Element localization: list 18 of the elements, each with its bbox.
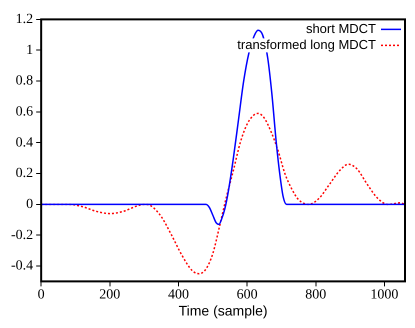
x-tick-label: 400 <box>168 287 189 302</box>
x-tick-label: 800 <box>305 287 326 302</box>
y-tick-label: -0.4 <box>10 258 34 274</box>
y-tick-label: -0.2 <box>10 228 34 243</box>
y-tick-label: 0.6 <box>16 104 34 120</box>
y-tick-label: 0.4 <box>16 135 34 150</box>
x-tick-label: 1000 <box>370 287 398 302</box>
x-tick-label: 0 <box>38 287 45 302</box>
x-tick-label: 600 <box>236 287 258 302</box>
legend-label: short MDCT <box>306 20 376 36</box>
y-tick-label: 0.8 <box>16 74 34 89</box>
x-axis-title: Time (sample) <box>178 302 268 318</box>
y-tick-label: 1.2 <box>16 12 34 28</box>
y-tick-label: 0 <box>26 197 34 212</box>
x-tick-label: 200 <box>99 287 120 302</box>
legend-label: transformed long MDCT <box>237 36 376 52</box>
y-tick-label: 1 <box>26 42 34 58</box>
y-tick-label: 0.2 <box>16 166 34 182</box>
